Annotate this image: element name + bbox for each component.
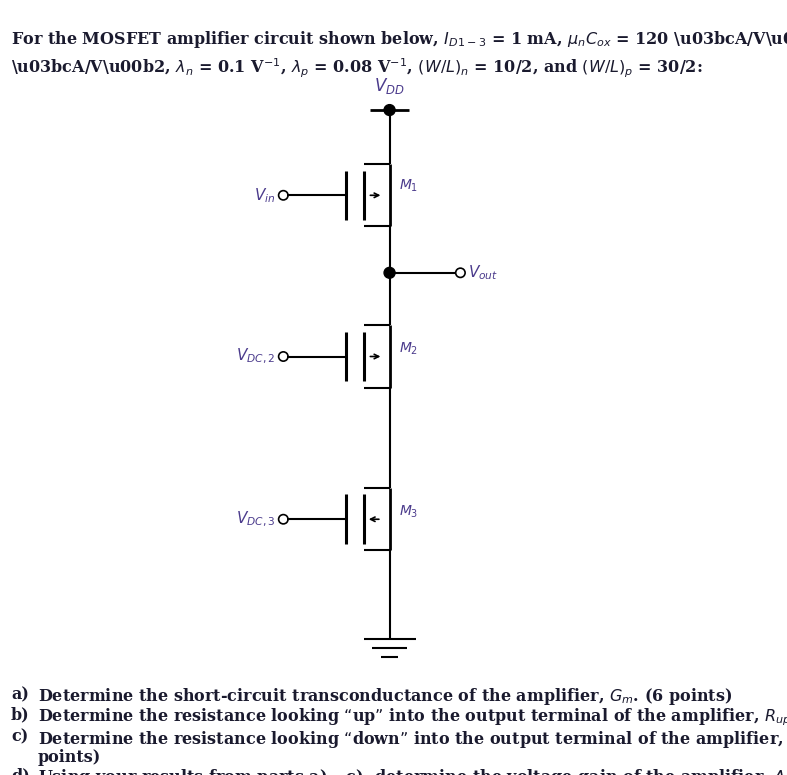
- Text: d): d): [11, 767, 30, 775]
- Circle shape: [384, 105, 395, 115]
- Text: $M_2$: $M_2$: [399, 340, 418, 357]
- Text: $M_1$: $M_1$: [399, 177, 418, 195]
- Text: b): b): [11, 707, 30, 724]
- Text: $M_3$: $M_3$: [399, 503, 419, 520]
- Text: Determine the resistance looking “up” into the output terminal of the amplifier,: Determine the resistance looking “up” in…: [38, 707, 787, 728]
- Text: Determine the short-circuit transconductance of the amplifier, $G_m$. (6 points): Determine the short-circuit transconduct…: [38, 686, 732, 707]
- Text: a): a): [11, 686, 29, 703]
- Text: Using your results from parts a) – c), determine the voltage gain of the amplifi: Using your results from parts a) – c), d…: [38, 767, 787, 775]
- Text: $V_{DC,3}$: $V_{DC,3}$: [236, 510, 275, 529]
- Text: $V_{DD}$: $V_{DD}$: [374, 76, 405, 96]
- Text: $V_{DC,2}$: $V_{DC,2}$: [236, 347, 275, 366]
- Text: $V_{out}$: $V_{out}$: [468, 264, 498, 282]
- Text: \u03bcA/V\u00b2, $\lambda_n$ = 0.1 V$^{-1}$, $\lambda_p$ = 0.08 V$^{-1}$, $(W/L): \u03bcA/V\u00b2, $\lambda_n$ = 0.1 V$^{-…: [11, 57, 703, 80]
- Text: $V_{in}$: $V_{in}$: [254, 186, 275, 205]
- Text: c): c): [11, 728, 28, 746]
- Text: For the MOSFET amplifier circuit shown below, $I_{D1-3}$ = 1 mA, $\mu_n C_{ox}$ : For the MOSFET amplifier circuit shown b…: [11, 29, 787, 51]
- Text: Determine the resistance looking “down” into the output terminal of the amplifie: Determine the resistance looking “down” …: [38, 728, 787, 749]
- Circle shape: [384, 267, 395, 278]
- Text: points): points): [38, 749, 101, 766]
